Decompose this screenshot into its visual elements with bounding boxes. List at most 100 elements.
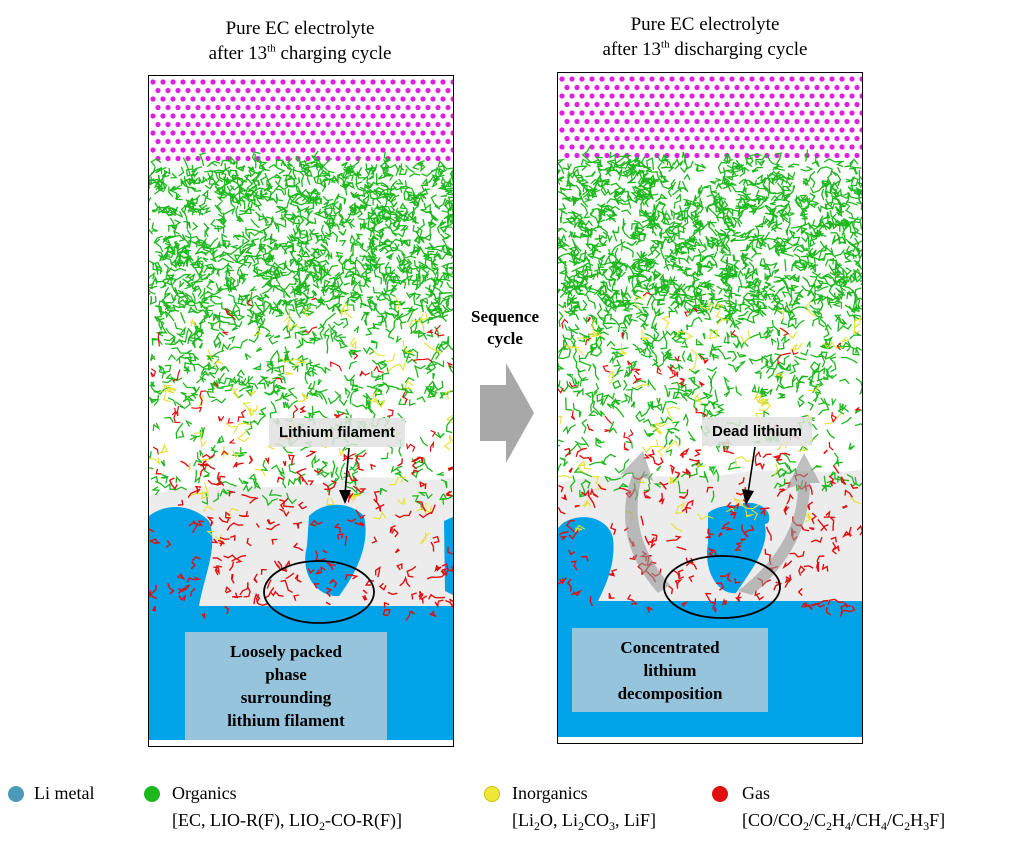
surface-atom xyxy=(844,84,850,91)
organic-fragment xyxy=(630,401,636,408)
surface-atom xyxy=(629,76,635,82)
surface-atom xyxy=(789,110,795,116)
organic-fragment xyxy=(593,263,601,272)
box-line: lithium xyxy=(643,660,697,680)
organic-fragment xyxy=(744,267,750,280)
surface-atom xyxy=(255,87,261,94)
inorganic-fragment xyxy=(654,422,668,428)
organic-fragment xyxy=(341,266,355,274)
organic-fragment xyxy=(258,407,267,416)
surface-atom xyxy=(759,127,765,133)
surface-atom xyxy=(365,121,371,128)
gas-fragment xyxy=(839,604,851,617)
organic-fragment xyxy=(330,460,336,478)
surface-atom xyxy=(435,121,441,128)
organic-fragment xyxy=(162,278,173,289)
organic-fragment xyxy=(753,309,764,318)
organic-fragment xyxy=(558,348,569,354)
organic-fragment xyxy=(773,166,786,172)
organic-fragment xyxy=(414,226,423,245)
organic-fragment xyxy=(364,181,379,192)
organic-fragment xyxy=(834,263,842,273)
organic-fragment xyxy=(558,240,568,252)
organic-fragment xyxy=(221,383,234,392)
organic-fragment xyxy=(582,299,588,311)
organic-fragment xyxy=(302,269,311,289)
organic-fragment xyxy=(722,207,731,221)
organic-fragment xyxy=(674,387,680,400)
organic-fragment xyxy=(567,172,573,184)
surface-atom xyxy=(335,121,341,128)
inorganic-fragment xyxy=(201,482,209,500)
gas-fragment xyxy=(784,576,792,584)
surface-atom xyxy=(445,104,451,111)
organic-fragment xyxy=(850,346,860,356)
gas-fragment xyxy=(206,516,214,527)
surface-atom xyxy=(634,84,640,91)
organic-fragment xyxy=(398,261,410,273)
organic-fragment xyxy=(824,257,835,267)
organic-fragment xyxy=(427,302,439,314)
surface-atom xyxy=(230,147,236,153)
surface-atom xyxy=(300,96,306,102)
organic-fragment xyxy=(163,263,170,274)
gas-fragment xyxy=(186,576,202,583)
organic-fragment xyxy=(306,304,315,316)
organic-fragment xyxy=(558,203,567,213)
organic-fragment xyxy=(651,298,656,311)
gas-fragment xyxy=(280,579,293,594)
organic-fragment xyxy=(231,169,239,177)
surface-atom xyxy=(644,152,650,159)
organic-fragment xyxy=(372,212,379,223)
organic-fragment xyxy=(656,154,665,165)
organic-fragment xyxy=(319,323,325,340)
gas-fragment xyxy=(282,460,287,467)
organic-fragment xyxy=(664,233,677,244)
organic-fragment xyxy=(348,349,357,356)
organic-fragment xyxy=(259,272,269,280)
gas-fragment xyxy=(707,547,717,556)
surface-atom xyxy=(215,138,221,145)
surface-atom xyxy=(689,110,695,116)
organic-fragment xyxy=(437,342,450,353)
gas-fragment xyxy=(295,467,307,481)
surface-atom xyxy=(754,135,760,142)
surface-atom xyxy=(450,130,453,136)
surface-atom xyxy=(260,147,266,153)
organic-fragment xyxy=(699,279,711,284)
surface-atom xyxy=(789,127,795,133)
box-line: surrounding xyxy=(240,688,332,707)
organic-fragment xyxy=(709,350,719,359)
organic-fragment xyxy=(724,238,732,256)
organic-fragment xyxy=(749,180,756,187)
organic-fragment xyxy=(385,216,398,225)
organic-fragment xyxy=(290,229,306,240)
organic-fragment xyxy=(770,191,783,195)
organic-fragment xyxy=(384,266,396,275)
surface-atom xyxy=(834,118,840,125)
organic-fragment xyxy=(627,275,637,295)
organic-fragment xyxy=(149,176,152,186)
gas-fragment xyxy=(344,574,359,580)
organic-fragment xyxy=(592,363,600,381)
surface-atom xyxy=(734,135,740,142)
gas-fragment xyxy=(854,406,861,411)
surface-atom xyxy=(574,118,580,125)
organic-fragment xyxy=(388,303,396,310)
surface-atom xyxy=(809,127,815,133)
organic-fragment xyxy=(425,286,433,297)
organic-fragment xyxy=(420,184,430,191)
organic-fragment xyxy=(562,221,575,226)
organic-fragment xyxy=(154,315,161,322)
organic-fragment xyxy=(667,181,677,198)
organic-fragment xyxy=(783,202,791,216)
organic-fragment xyxy=(378,192,389,214)
organic-fragment xyxy=(591,191,596,199)
surface-atom xyxy=(320,96,326,102)
surface-atom xyxy=(195,121,201,128)
surface-atom xyxy=(260,96,266,102)
organic-fragment xyxy=(149,260,160,271)
organic-fragment xyxy=(849,331,862,340)
organic-fragment xyxy=(626,191,632,209)
surface-atom xyxy=(639,93,645,99)
